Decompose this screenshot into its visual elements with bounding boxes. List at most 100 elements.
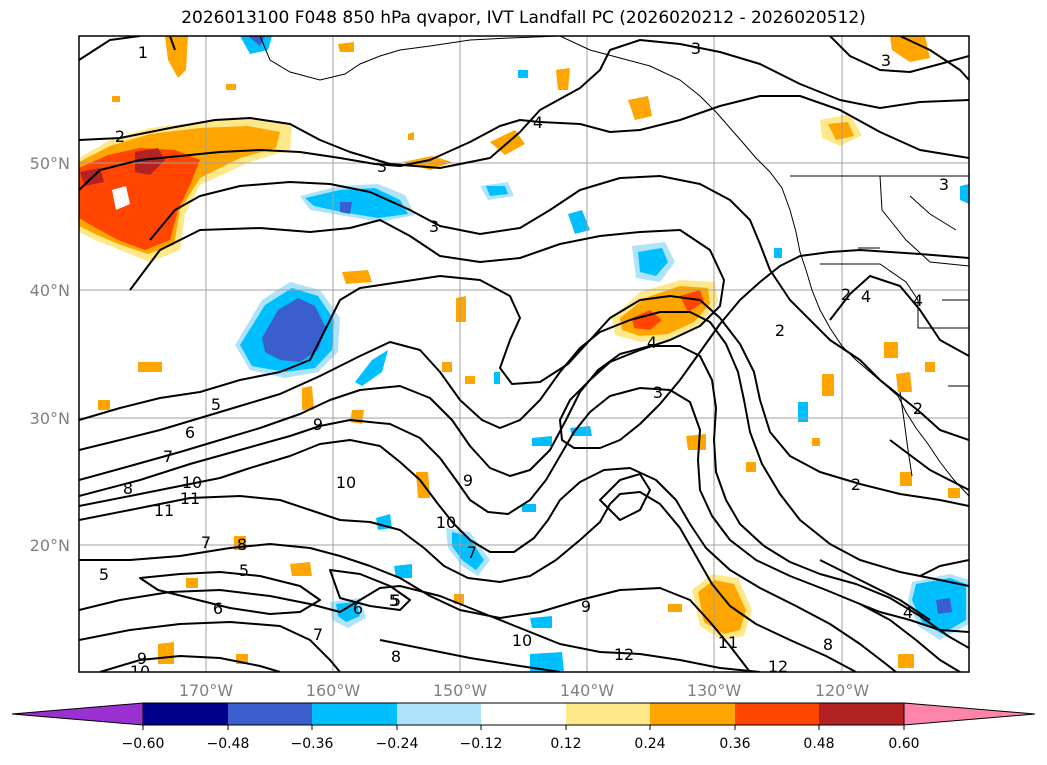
shade-positive-region (822, 374, 834, 396)
lat-label: 50°N (30, 154, 70, 173)
contour-label: 3 (881, 51, 891, 70)
shade-positive-region (686, 434, 706, 450)
latitude-labels: 50°N 40°N 30°N 20°N (30, 154, 70, 555)
coastlines (259, 36, 969, 497)
contour-label: 8 (123, 479, 133, 498)
shade-negative-region (960, 184, 969, 204)
contour-label: 4 (913, 291, 923, 310)
shade-negative-region (936, 598, 952, 614)
shade-positive-region (186, 578, 198, 588)
shade-negative-region (340, 202, 352, 214)
contour-label: 3 (429, 217, 439, 236)
contour-label: 3 (939, 175, 949, 194)
shade-positive-region (900, 472, 912, 486)
contour-label: 2 (841, 285, 851, 304)
shade-positive-region (302, 386, 314, 410)
contour-label: 6 (185, 423, 195, 442)
contour-label: 8 (823, 635, 833, 654)
colorbar-tick-label: −0.24 (376, 736, 419, 752)
contour-label: 8 (237, 535, 247, 554)
lon-label: 150°W (433, 681, 488, 700)
colorbar-tick-label: 0.48 (803, 736, 834, 752)
colorbar-left-extension (11, 702, 144, 726)
shade-positive-region (165, 36, 188, 78)
colorbar: −0.60 −0.48 −0.36 −0.24 −0.12 0.12 0.24 … (11, 702, 1036, 752)
colorbar-tick-label: 0.12 (550, 736, 581, 752)
shade-positive-region (925, 362, 935, 372)
contour-label: 9 (463, 471, 473, 490)
shade-positive-region (408, 132, 414, 140)
shade-negative-region (394, 564, 412, 578)
contour-label: 2 (115, 127, 125, 146)
shade-positive-region (138, 362, 162, 372)
shade-positive-region (135, 148, 165, 175)
contour-label: 10 (130, 662, 150, 681)
shade-negative-region (518, 70, 528, 78)
shade-negative-region (530, 616, 552, 628)
shade-positive-region (680, 290, 704, 312)
contour-label: 5 (99, 565, 109, 584)
contour-label: 5 (239, 561, 249, 580)
lat-label: 30°N (30, 409, 70, 428)
shade-positive-region (342, 270, 372, 284)
colorbar-segment (228, 703, 312, 725)
colorbar-segment (143, 703, 228, 725)
map-frame (78, 35, 970, 673)
shade-negative-region (522, 504, 536, 512)
colorbar-tick-label: −0.60 (122, 736, 165, 752)
shade-positive-region (668, 604, 682, 612)
colorbar-segment (312, 703, 397, 725)
shade-positive-region (948, 488, 960, 498)
lat-label: 40°N (30, 281, 70, 300)
contour-label: 7 (467, 543, 477, 562)
shade-negative-region (336, 602, 360, 622)
contour-label: 4 (533, 113, 543, 132)
contour-label: 4 (861, 287, 871, 306)
colorbar-segment (819, 703, 904, 725)
lon-label: 160°W (306, 681, 361, 700)
shade-negative-region (530, 652, 564, 672)
shaded-fields (79, 36, 969, 672)
shade-positive-region (556, 68, 570, 90)
plot-title: 2026013100 F048 850 hPa qvapor, IVT Land… (181, 8, 866, 28)
colorbar-segment (481, 703, 566, 725)
shade-positive-region (112, 96, 120, 102)
shade-negative-region (240, 36, 272, 54)
contour-label: 4 (903, 603, 913, 622)
lat-label: 20°N (30, 536, 70, 555)
colorbar-tick-label: −0.36 (291, 736, 334, 752)
shade-positive-region (465, 376, 475, 384)
shade-positive-region (628, 96, 652, 120)
contour-label: 10 (436, 513, 456, 532)
contour-label: 10 (512, 631, 532, 650)
shade-positive-region (698, 580, 746, 634)
shade-positive-region (632, 310, 662, 330)
contour-label: 2 (851, 475, 861, 494)
ivt-contours (79, 36, 969, 672)
colorbar-tick-label: −0.12 (460, 736, 503, 752)
colorbar-segment (650, 703, 735, 725)
lon-label: 140°W (560, 681, 615, 700)
contour-label: 6 (353, 599, 363, 618)
shade-positive-region (98, 400, 110, 410)
shade-positive-region (338, 42, 354, 52)
contour-label: 7 (201, 533, 211, 552)
contour-label: 12 (614, 645, 634, 664)
shade-positive-region (456, 296, 466, 322)
contour-label: 3 (653, 383, 663, 402)
shade-negative-region (774, 248, 782, 258)
shade-positive-region (884, 342, 898, 358)
shade-negative-region (568, 210, 590, 234)
colorbar-tick-label: 0.36 (719, 736, 750, 752)
shade-positive-region (746, 462, 756, 472)
contour-label: 3 (691, 39, 701, 58)
shade-positive-region (442, 362, 452, 372)
map-content: 1 2 3 3 3 3 3 4 4 4 4 4 2 2 2 2 3 5 6 7 … (79, 36, 969, 681)
shade-negative-region (638, 248, 668, 276)
colorbar-right-extension (903, 702, 1036, 726)
contour-label: 11 (718, 633, 738, 652)
contour-label: 2 (913, 399, 923, 418)
shade-positive-region (158, 642, 174, 664)
shade-positive-region (454, 594, 464, 604)
